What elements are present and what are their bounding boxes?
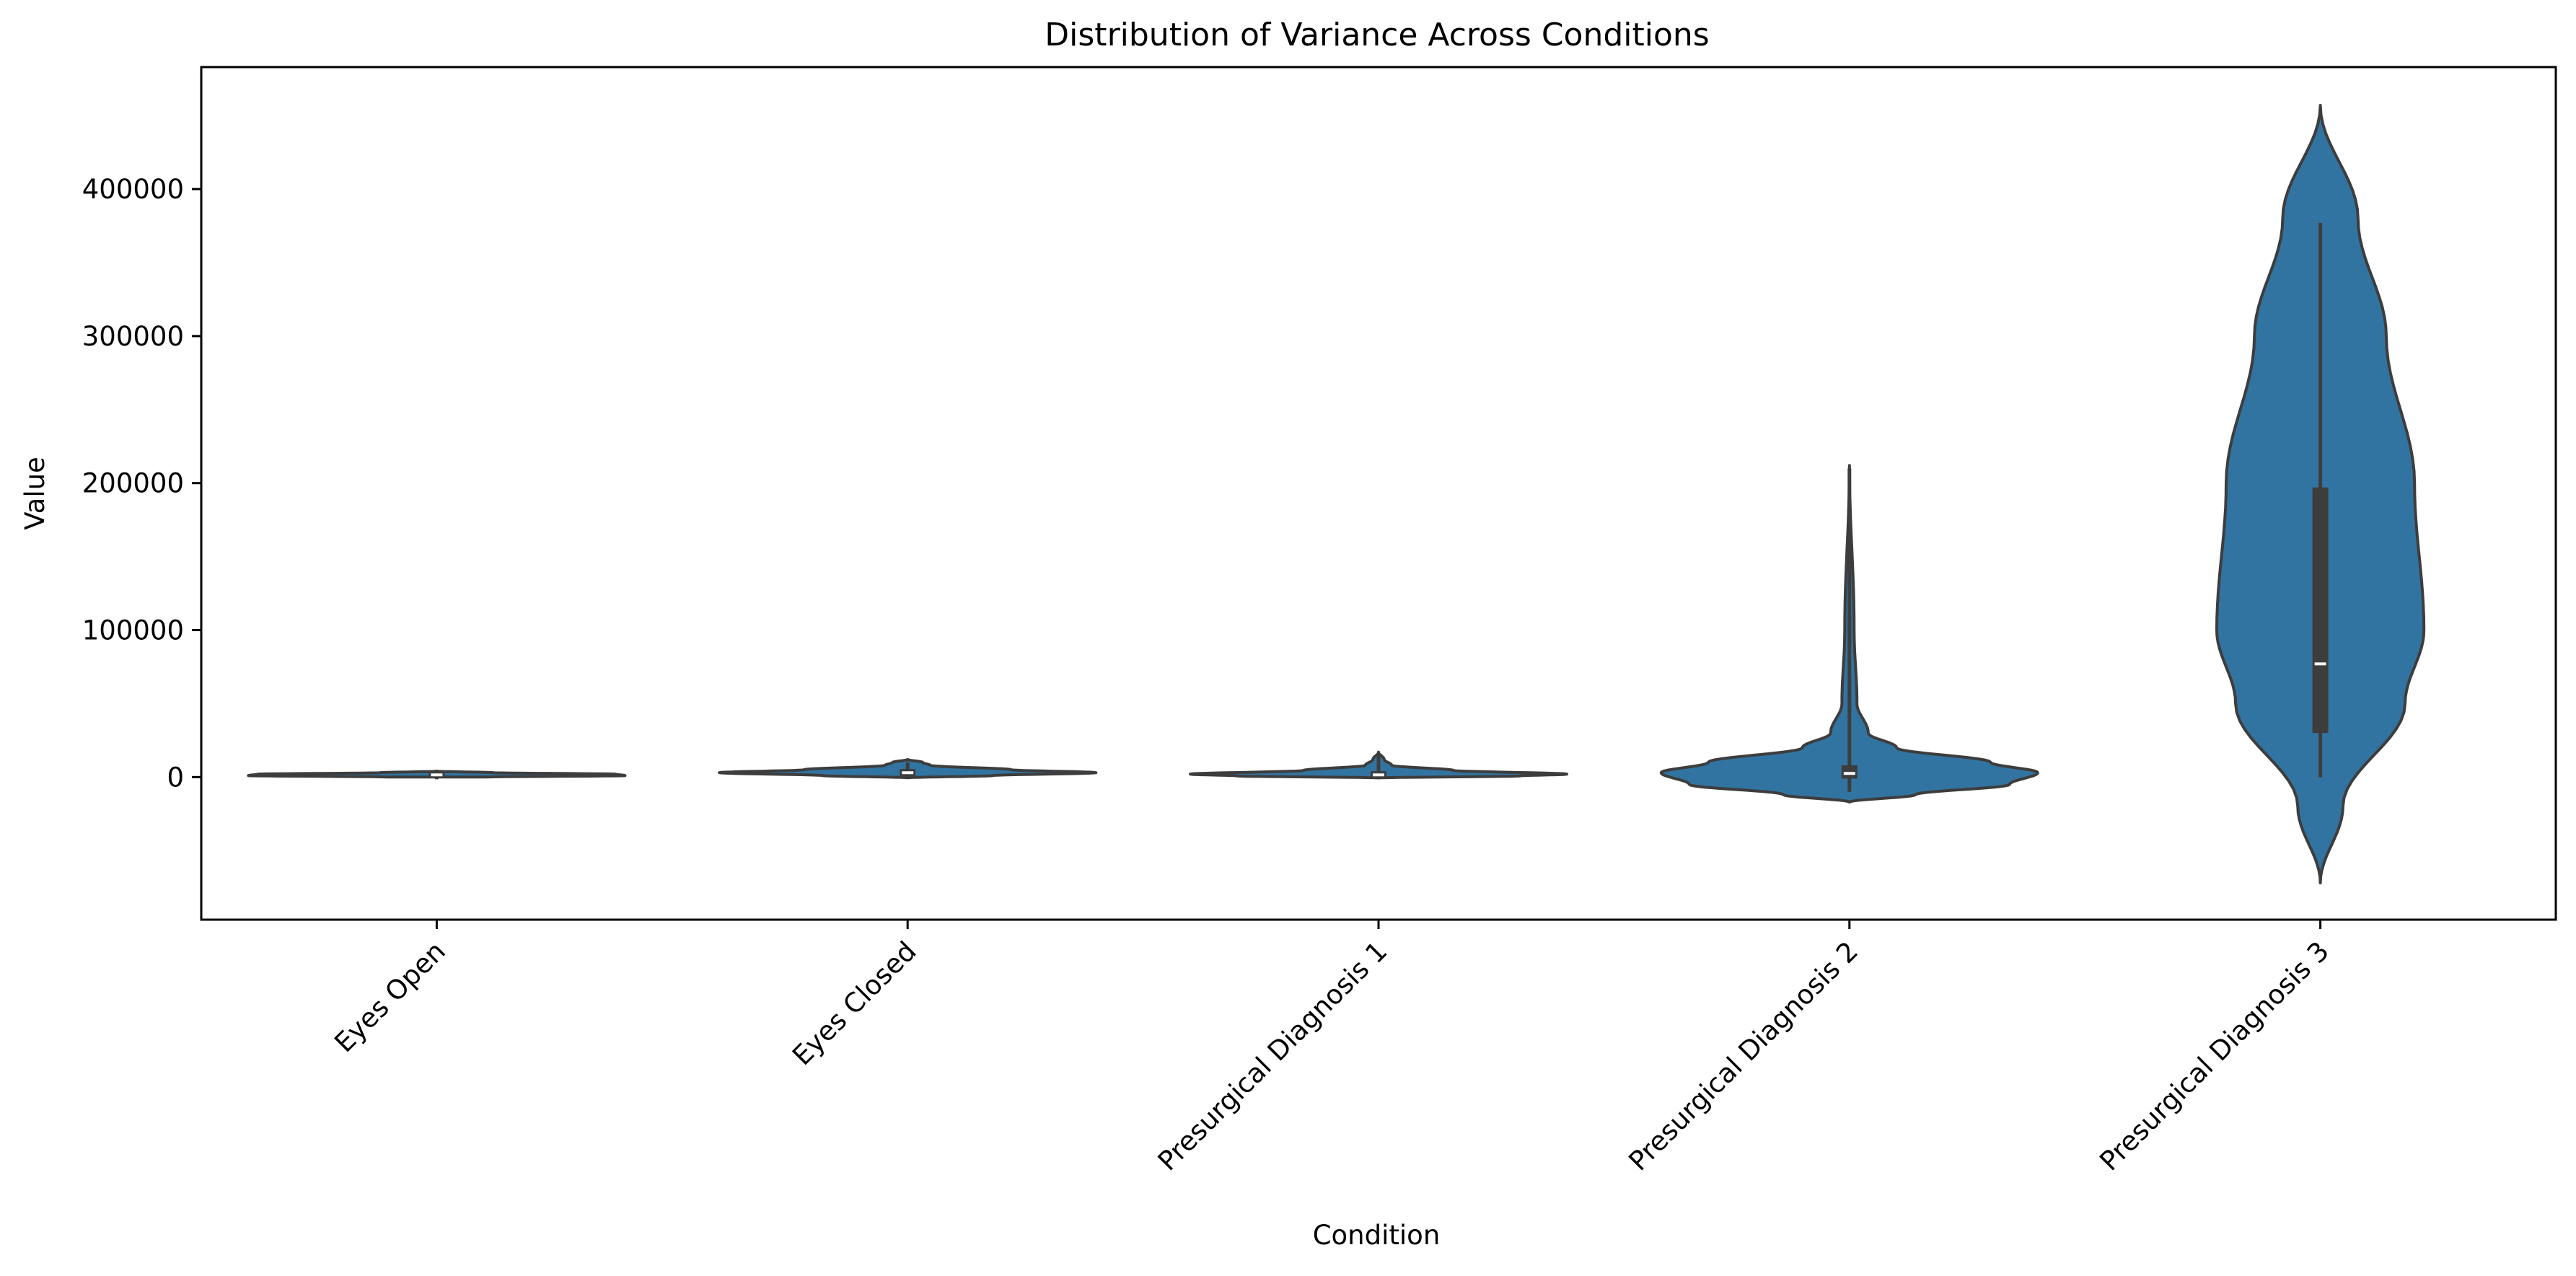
y-tick-label: 200000 [82, 468, 184, 499]
violin-1 [247, 770, 627, 780]
violin-2 [718, 757, 1098, 780]
y-tick-label: 400000 [82, 174, 184, 205]
y-tick-label: 0 [167, 762, 184, 793]
y-axis: 0 100000 200000 300000 400000 [82, 174, 201, 793]
y-axis-label: Value [19, 457, 50, 530]
violin-3 [1188, 750, 1569, 780]
violin-iqr-box [1841, 765, 1858, 779]
chart-title: Distribution of Variance Across Conditio… [1045, 17, 1709, 53]
plot-area [247, 104, 2426, 885]
x-axis-label: Condition [1313, 1220, 1441, 1251]
y-tick-label: 100000 [82, 615, 184, 646]
violin-4 [1659, 464, 2039, 804]
violin-5 [2215, 104, 2426, 885]
violin-iqr-box [2312, 487, 2329, 734]
y-tick-label: 300000 [82, 321, 184, 352]
